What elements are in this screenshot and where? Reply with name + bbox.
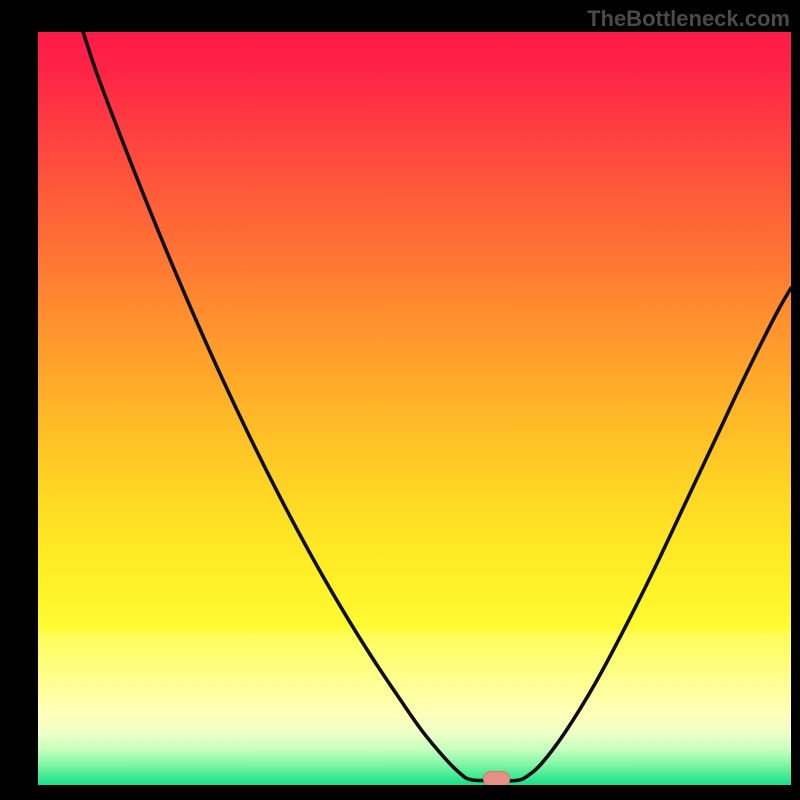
gradient-background xyxy=(38,32,791,785)
plot-area xyxy=(38,32,791,785)
chart-svg xyxy=(38,32,791,785)
optimal-point-marker xyxy=(484,771,510,785)
watermark-label: TheBottleneck.com xyxy=(587,6,790,32)
chart-container: TheBottleneck.com xyxy=(0,0,800,800)
